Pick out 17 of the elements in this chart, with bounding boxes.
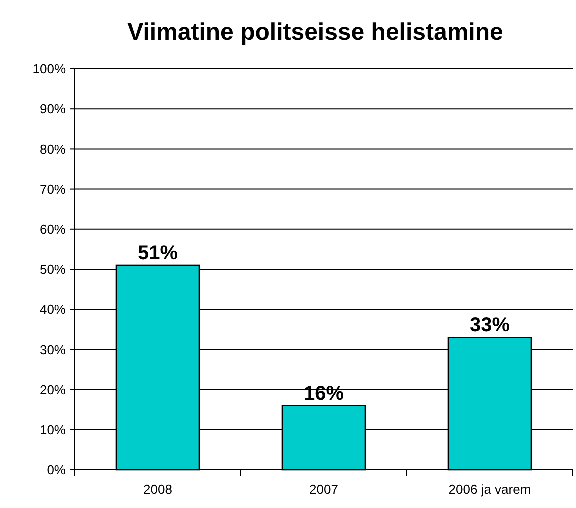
y-tick-label: 70% — [40, 182, 66, 197]
chart-title: Viimatine politseisse helistamine — [128, 19, 504, 46]
y-tick-label: 40% — [40, 302, 66, 318]
y-tick-label: 0% — [47, 462, 66, 478]
y-tick-label: 60% — [40, 222, 66, 237]
y-tick-label: 90% — [40, 102, 66, 117]
y-tick-label: 80% — [40, 142, 66, 157]
data-label: 51% — [138, 242, 178, 264]
x-tick-label: 2008 — [144, 482, 172, 497]
y-tick-label: 30% — [40, 342, 66, 358]
y-tick-label: 10% — [40, 422, 66, 438]
y-tick-label: 20% — [40, 382, 66, 398]
y-tick-label: 50% — [40, 262, 66, 278]
data-label: 33% — [470, 314, 510, 337]
x-tick-label: 2006 ja varem — [448, 482, 532, 497]
x-tick-label: 2007 — [310, 482, 338, 497]
y-tick-label: 100% — [32, 62, 66, 77]
